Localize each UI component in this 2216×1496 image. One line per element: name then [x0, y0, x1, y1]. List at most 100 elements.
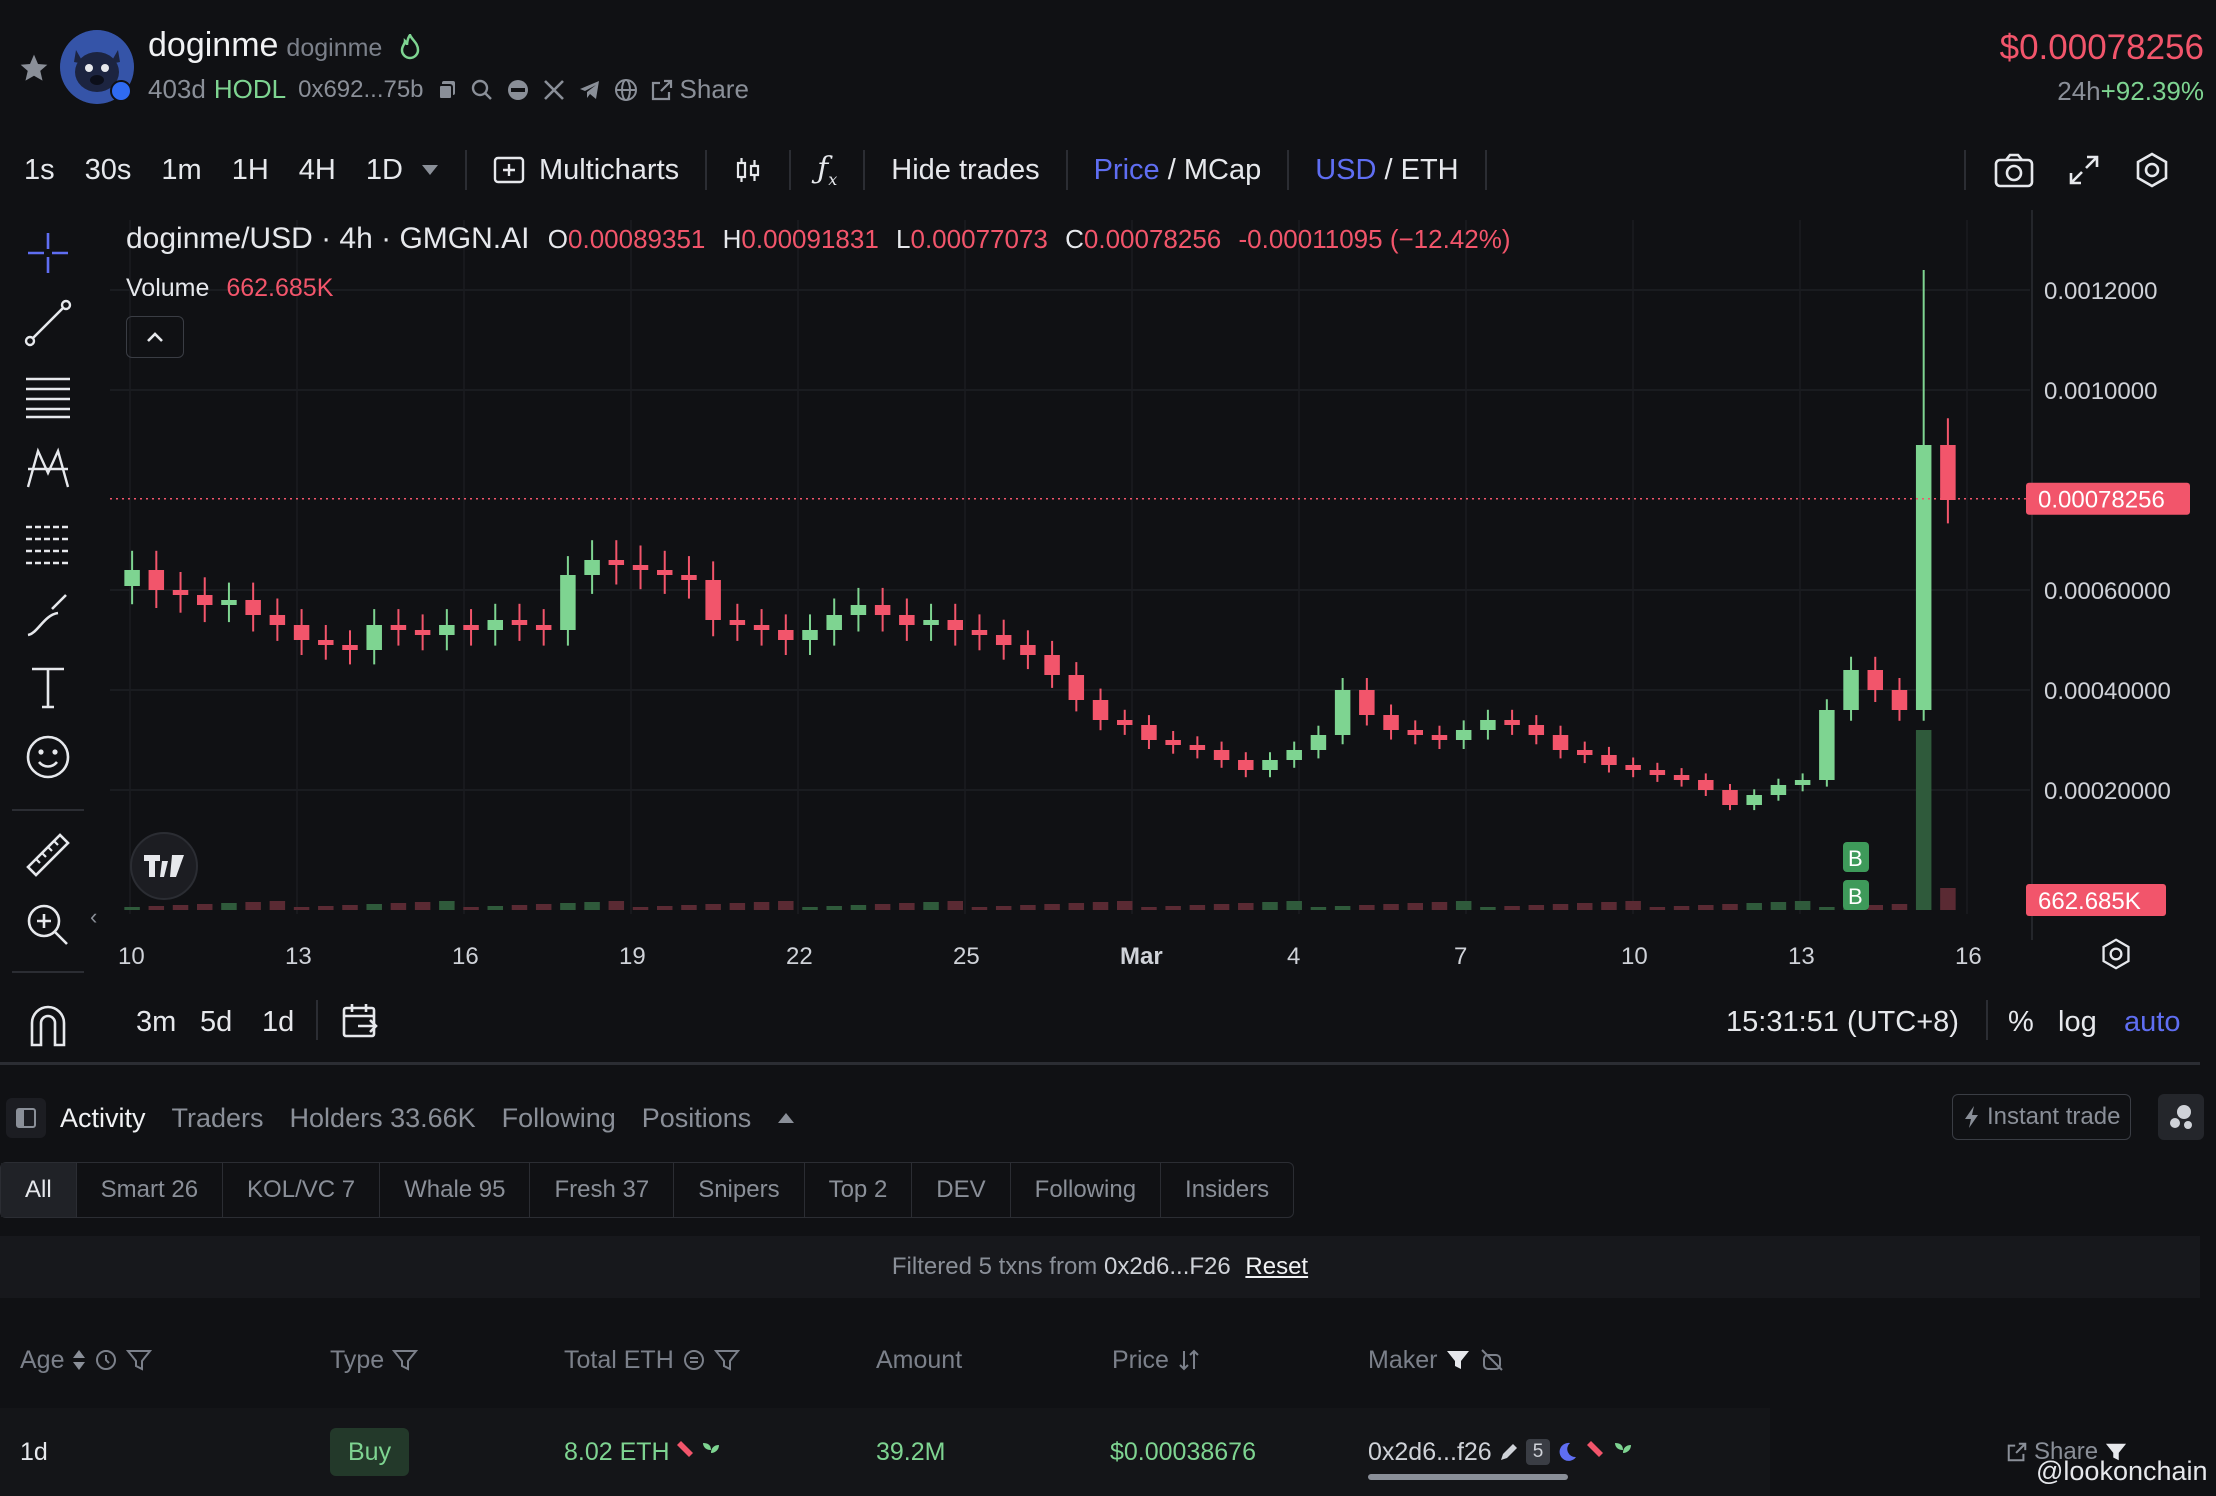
percent-scale-toggle[interactable]: % — [2008, 1006, 2034, 1038]
volume-bar — [124, 907, 140, 910]
explorer-icon[interactable] — [506, 78, 530, 102]
candle — [971, 630, 988, 635]
row-share-button[interactable]: Share — [2006, 1438, 2128, 1466]
panel-divider[interactable] — [0, 1062, 2200, 1065]
layout-bubbles-icon[interactable] — [2158, 1094, 2204, 1140]
pattern-tool-icon[interactable] — [22, 443, 74, 495]
reset-filter-link[interactable]: Reset — [1245, 1253, 1309, 1280]
filter-snipers[interactable]: Snipers — [674, 1163, 805, 1217]
col-amount[interactable]: Amount — [876, 1346, 963, 1374]
x-tick-label: 16 — [452, 943, 479, 970]
magnet-icon[interactable] — [22, 999, 74, 1051]
screenshot-camera-icon[interactable] — [1994, 152, 2034, 188]
collapse-legend-button[interactable] — [126, 316, 184, 358]
caret-up-icon[interactable] — [777, 1112, 795, 1124]
chain-badge-icon — [110, 80, 132, 102]
interval-dropdown-icon[interactable] — [421, 164, 439, 176]
candle — [608, 560, 625, 565]
volume-bar — [535, 904, 552, 910]
sort-arrows-icon — [1179, 1349, 1199, 1371]
price-mcap-toggle[interactable]: Price / MCap — [1093, 153, 1262, 186]
indicators-fx-icon[interactable]: ƒx — [817, 151, 838, 189]
interval-30s[interactable]: 30s — [84, 153, 132, 186]
horizontal-lines-icon[interactable] — [22, 371, 74, 423]
col-type[interactable]: Type — [330, 1330, 419, 1390]
multicharts-button[interactable]: Multicharts — [493, 154, 679, 187]
settings-gear-icon[interactable] — [2134, 152, 2170, 188]
filter-insiders[interactable]: Insiders — [1185, 1176, 1270, 1203]
interval-1s[interactable]: 1s — [24, 153, 55, 186]
candle-style-icon[interactable] — [733, 155, 763, 185]
interval-1m[interactable]: 1m — [161, 153, 202, 186]
candle — [899, 615, 915, 625]
col-age[interactable]: Age — [20, 1330, 153, 1390]
filter-whale[interactable]: Whale 95 — [380, 1163, 531, 1217]
col-maker[interactable]: Maker — [1368, 1330, 1505, 1390]
fib-retracement-icon[interactable] — [22, 517, 74, 569]
row-maker[interactable]: 0x2d6...f26 5 — [1368, 1408, 1634, 1496]
interval-4h[interactable]: 4H — [298, 153, 336, 186]
brush-icon[interactable] — [22, 589, 74, 641]
ruler-icon[interactable] — [22, 829, 74, 881]
chart-clock-time[interactable]: 15:31:51 (UTC+8) — [1726, 1006, 1959, 1038]
tab-activity[interactable]: Activity — [60, 1102, 146, 1133]
interval-1d[interactable]: 1D — [365, 153, 403, 186]
tab-traders[interactable]: Traders — [171, 1102, 264, 1133]
col-price[interactable]: Price — [1112, 1330, 1201, 1390]
go-to-date-calendar-icon[interactable] — [340, 1000, 380, 1040]
panel-toggle-icon[interactable] — [6, 1098, 46, 1138]
lightning-icon — [1965, 1106, 1978, 1128]
candle — [584, 560, 600, 575]
tab-following[interactable]: Following — [501, 1102, 616, 1133]
telegram-icon[interactable] — [578, 78, 602, 102]
usd-eth-toggle[interactable]: USD / ETH — [1315, 153, 1459, 186]
last-price-label: 0.00078256 — [2038, 487, 2165, 514]
favorite-star-icon[interactable] — [18, 52, 50, 84]
fullscreen-icon[interactable] — [2068, 154, 2100, 186]
y-tick-label: 0.00060000 — [2044, 578, 2171, 605]
candle — [850, 605, 867, 615]
instant-trade-button[interactable]: Instant trade — [1952, 1094, 2132, 1140]
filter-smart[interactable]: Smart 26 — [77, 1163, 224, 1217]
price-chart[interactable]: 0.0012000 0.0010000 0.00060000 0.00040000 0.… — [100, 210, 2216, 990]
candle — [1068, 675, 1085, 700]
crosshair-icon[interactable] — [22, 227, 74, 279]
volume-bar — [1746, 903, 1762, 910]
col-total-eth[interactable]: Total ETH — [564, 1330, 740, 1390]
filter-following[interactable]: Following — [1011, 1163, 1162, 1217]
volume-bar — [1213, 904, 1230, 910]
range-1d[interactable]: 1d — [262, 1006, 295, 1038]
share-button[interactable]: Share — [650, 74, 749, 105]
text-tool-icon[interactable] — [22, 661, 74, 713]
search-icon[interactable] — [470, 78, 494, 102]
filter-top[interactable]: Top 2 — [805, 1163, 913, 1217]
volume-bar — [1625, 901, 1641, 910]
x-twitter-icon[interactable] — [542, 78, 566, 102]
zoom-in-icon[interactable] — [22, 899, 74, 951]
candle — [1673, 775, 1690, 780]
range-3m[interactable]: 3m — [136, 1006, 177, 1038]
interval-1h[interactable]: 1H — [231, 153, 269, 186]
axis-settings-icon[interactable] — [2100, 938, 2132, 970]
range-5d[interactable]: 5d — [200, 1006, 233, 1038]
filter-dev[interactable]: DEV — [912, 1163, 1011, 1217]
table-row[interactable]: 1d Buy 8.02 ETH 39.2M $0.00038676 0x2d6.… — [0, 1408, 1770, 1496]
tab-positions[interactable]: Positions — [641, 1102, 752, 1133]
hide-trades-button[interactable]: Hide trades — [891, 153, 1040, 186]
horizontal-scrollbar[interactable] — [1368, 1474, 1568, 1480]
filter-fresh[interactable]: Fresh 37 — [530, 1163, 675, 1217]
auto-scale-toggle[interactable]: auto — [2124, 1006, 2181, 1038]
emoji-icon[interactable] — [22, 731, 74, 783]
filter-kol-vc[interactable]: KOL/VC 7 — [223, 1163, 381, 1217]
candle — [1794, 780, 1811, 785]
candle — [1819, 710, 1835, 780]
trend-line-icon[interactable] — [22, 297, 74, 349]
log-scale-toggle[interactable]: log — [2058, 1006, 2097, 1038]
token-address[interactable]: 0x692...75b — [298, 75, 424, 103]
copy-icon[interactable] — [436, 79, 458, 101]
website-globe-icon[interactable] — [614, 78, 638, 102]
filter-all[interactable]: All — [1, 1163, 77, 1217]
candle — [802, 630, 818, 640]
tab-holders[interactable]: Holders 33.66K — [289, 1102, 476, 1133]
scroll-left-icon[interactable]: ‹ — [90, 904, 98, 929]
